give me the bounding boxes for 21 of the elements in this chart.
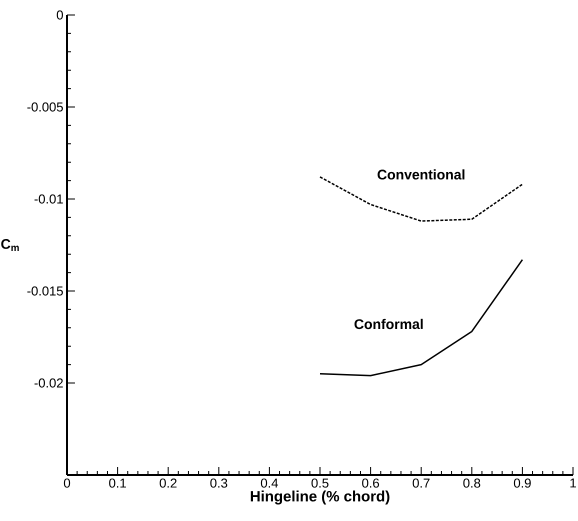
x-tick-label: 0.7 — [412, 478, 430, 488]
x-tick-label: 0.1 — [109, 478, 126, 488]
line-series — [319, 258, 524, 376]
x-tick-label: 0.6 — [362, 478, 380, 488]
x-tick-label: 0.9 — [514, 478, 531, 488]
x-tick-label: 0.4 — [260, 478, 278, 488]
x-tick-label: 0.5 — [312, 478, 328, 488]
y-tick-label: -0.01 — [34, 194, 63, 204]
x-axis-title: Hingeline (% chord) — [250, 490, 390, 505]
x-tick-label: 0.8 — [463, 478, 480, 488]
x-tick-label: 0.3 — [210, 478, 228, 488]
y-tick-label: -0.015 — [27, 286, 63, 296]
x-tick-label: 1 — [570, 478, 576, 488]
x-tick-label: 0 — [64, 478, 70, 488]
y-tick-label: -0.005 — [27, 102, 63, 112]
series-label: Conventional — [378, 169, 464, 180]
x-tick-label: 0.2 — [160, 478, 177, 488]
y-tick-label: -0.02 — [34, 378, 63, 388]
text: Conformal — [354, 318, 423, 330]
y-axis-title: C$_{m}$ — [1, 239, 19, 251]
y-tick-label: 0 — [56, 10, 63, 20]
